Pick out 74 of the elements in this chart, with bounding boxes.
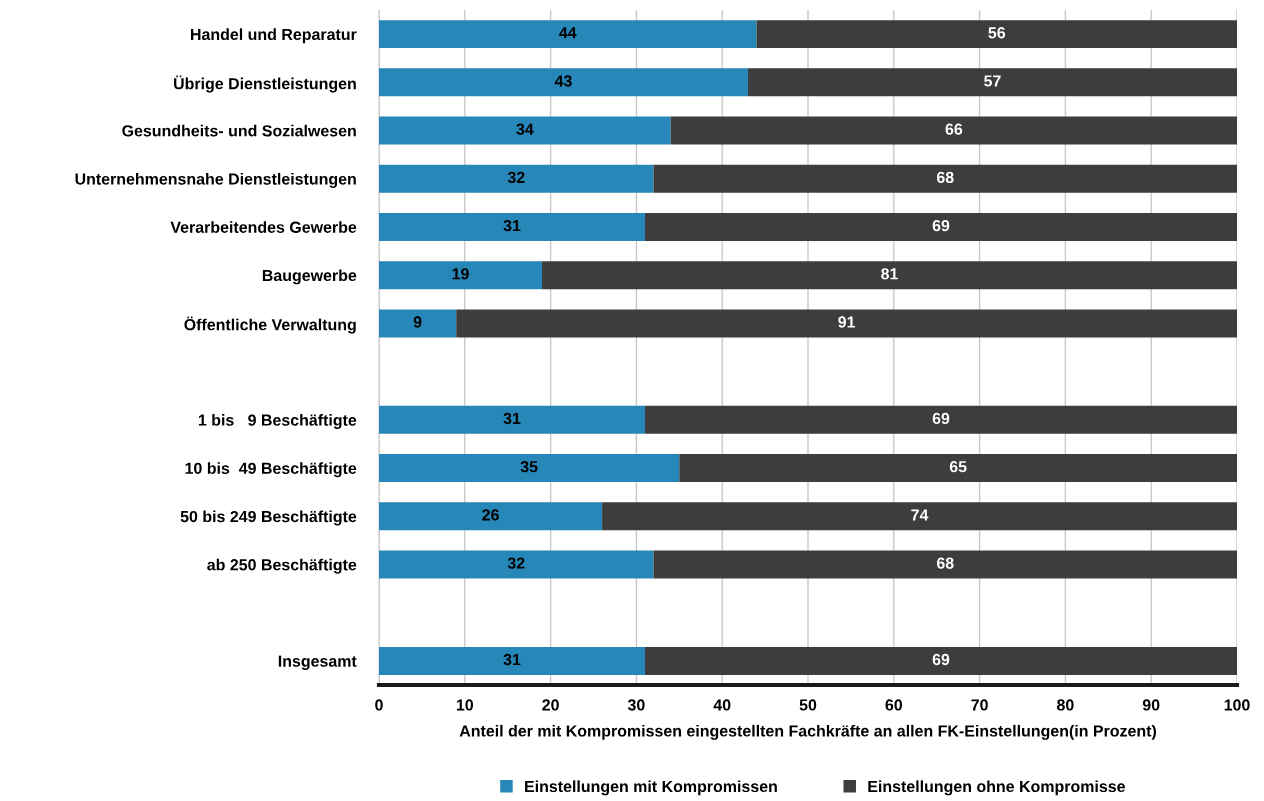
y-tick-label: Verarbeitendes Gewerbe	[170, 221, 357, 233]
data-label: 32	[507, 171, 525, 184]
bar	[756, 20, 1237, 49]
data-label: 74	[911, 509, 929, 521]
bar	[679, 454, 1237, 483]
x-tick-label: 40	[713, 699, 731, 711]
data-label: 65	[949, 461, 967, 473]
data-label: 19	[452, 268, 469, 280]
y-tick-label: Handel und Reparatur	[191, 28, 357, 44]
y-tick-label: Gesundheits- und Sozialwesen	[122, 124, 356, 137]
legend-label: Einstellungen ohne Kompromisse	[868, 780, 1125, 796]
x-axis-title: Anteil der mit Kompromissen eingestellten Fachkräfte an allen FK-Einstellungen(in Prozent)	[459, 724, 1157, 740]
data-label: 43	[554, 75, 572, 87]
data-label: 31	[503, 219, 521, 232]
bar	[653, 164, 1237, 193]
data-label: 69	[932, 653, 950, 666]
bar	[379, 164, 654, 193]
data-label: 32	[507, 557, 525, 569]
data-label: 69	[932, 219, 950, 232]
bar	[644, 212, 1237, 241]
bar	[379, 309, 457, 338]
legend-label: Einstellungen mit Kompromissen	[525, 780, 777, 796]
bar	[653, 550, 1237, 579]
y-tick-label: 50 bis 249 Beschäftigte	[180, 510, 357, 526]
data-label: 69	[932, 412, 950, 425]
bar	[379, 502, 603, 531]
bar	[379, 550, 654, 579]
bar	[644, 646, 1237, 675]
x-tick-label: 70	[971, 699, 988, 711]
y-tick-label: Übrige Dienstleistungen	[174, 75, 356, 93]
data-label: 57	[984, 75, 1001, 87]
x-tick-label: 30	[627, 699, 645, 711]
data-label: 26	[482, 509, 499, 521]
y-tick-label: Öffentliche Verwaltung	[184, 316, 356, 334]
data-label: 91	[838, 316, 856, 328]
x-tick-label: 100	[1224, 699, 1250, 711]
x-tick-label: 90	[1142, 699, 1160, 711]
y-tick-label: 10 bis 49 Beschäftigte	[185, 462, 357, 478]
bar	[379, 261, 543, 290]
bar	[602, 502, 1237, 531]
bar	[644, 405, 1237, 434]
data-label: 44	[559, 27, 577, 39]
x-tick-label: 20	[542, 699, 559, 711]
data-label: 9	[413, 316, 422, 328]
x-tick-label: 80	[1057, 699, 1074, 711]
data-label: 81	[881, 268, 898, 280]
data-label: 68	[936, 171, 954, 184]
y-tick-label: Insgesamt	[278, 655, 357, 671]
data-label: 31	[503, 412, 521, 425]
data-label: 35	[520, 461, 538, 473]
data-label: 56	[988, 27, 1006, 39]
x-tick-label: 0	[375, 699, 383, 711]
data-label: 66	[945, 123, 963, 135]
y-tick-label: 1 bis 9 Beschäftigte	[198, 414, 357, 429]
bar	[379, 646, 645, 675]
y-tick-label: Unternehmensnahe Dienstleistungen	[75, 172, 356, 188]
bar	[670, 116, 1237, 145]
bar	[456, 309, 1237, 338]
data-label: 31	[503, 653, 521, 666]
bar	[542, 261, 1237, 290]
x-tick-label: 10	[456, 699, 474, 711]
x-tick-label: 50	[799, 699, 817, 711]
bar	[379, 212, 645, 241]
x-tick-label: 60	[885, 699, 903, 711]
data-label: 34	[516, 123, 534, 135]
bar	[747, 68, 1237, 97]
bar	[379, 116, 671, 145]
bar	[379, 20, 757, 49]
data-label: 68	[936, 557, 954, 569]
bar	[379, 454, 680, 483]
bar	[379, 68, 748, 97]
y-tick-label: ab 250 Beschäftigte	[207, 558, 357, 574]
bar	[379, 405, 645, 434]
y-tick-label: Baugewerbe	[262, 269, 357, 285]
